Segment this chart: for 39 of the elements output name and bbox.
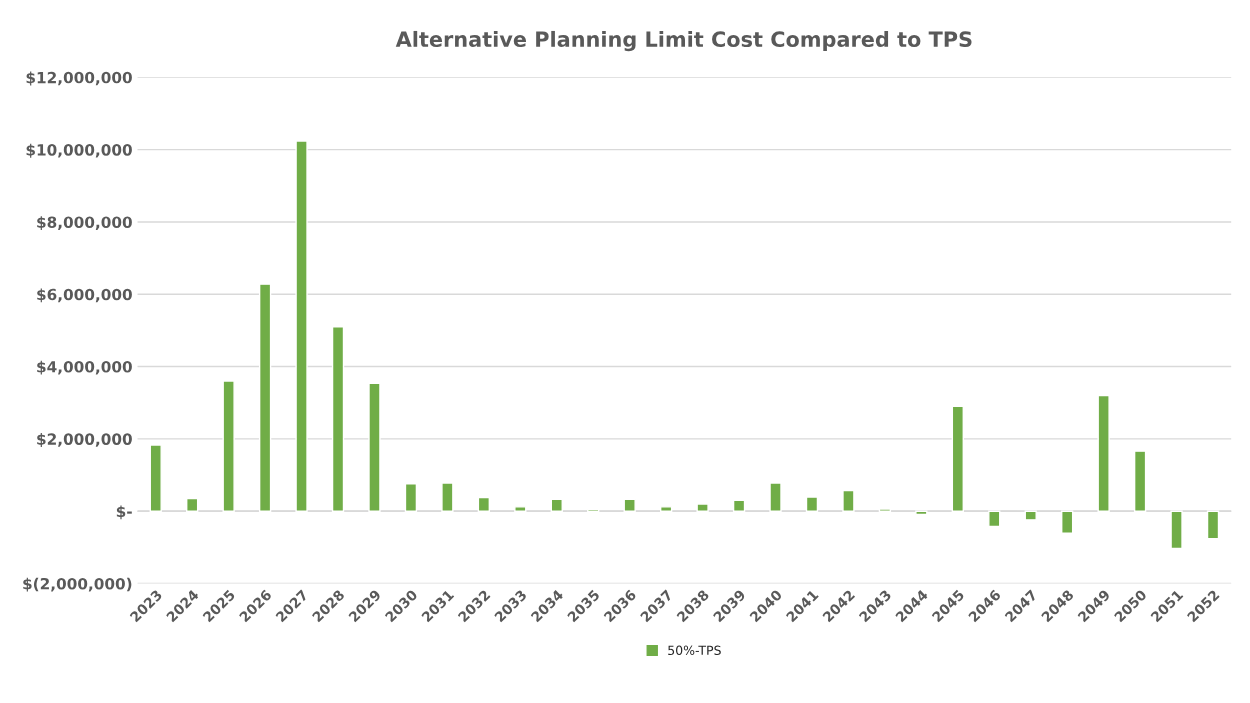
bar — [769, 482, 782, 512]
bar — [951, 405, 964, 512]
bar — [295, 140, 308, 512]
y-tick-label: $2,000,000 — [37, 433, 132, 447]
y-tick-label: $6,000,000 — [37, 288, 132, 303]
bar — [1024, 510, 1037, 521]
bar — [805, 496, 819, 512]
bar — [550, 498, 563, 512]
y-tick-label: $12,000,000 — [26, 71, 132, 86]
bar — [404, 483, 418, 512]
bar — [441, 482, 454, 512]
bar — [258, 283, 272, 512]
bar — [988, 510, 1001, 528]
bar — [842, 489, 855, 512]
bar — [1206, 510, 1220, 540]
bar — [477, 496, 491, 512]
bar — [696, 503, 709, 512]
bar — [222, 380, 235, 512]
bar — [878, 508, 892, 512]
y-tick-label: $(2,000,000) — [23, 577, 132, 592]
bar — [149, 444, 162, 512]
y-tick-label: $8,000,000 — [37, 216, 132, 230]
bar — [915, 510, 928, 516]
y-tick-label: $- — [116, 505, 132, 520]
bar — [331, 326, 345, 512]
bar — [514, 506, 527, 512]
bar — [732, 499, 746, 512]
legend-label: 50%-TPS — [668, 645, 721, 656]
bar — [186, 497, 199, 512]
y-tick-label: $4,000,000 — [37, 360, 132, 375]
bar — [1061, 510, 1074, 534]
bar — [623, 498, 636, 512]
bar — [1097, 394, 1110, 512]
bar — [1170, 510, 1183, 550]
bar — [659, 506, 673, 512]
y-tick-label: $10,000,000 — [26, 143, 132, 158]
bar — [368, 382, 381, 512]
bar — [1133, 450, 1147, 512]
chart-title: Alternative Planning Limit Cost Compared to TPS — [395, 30, 972, 52]
